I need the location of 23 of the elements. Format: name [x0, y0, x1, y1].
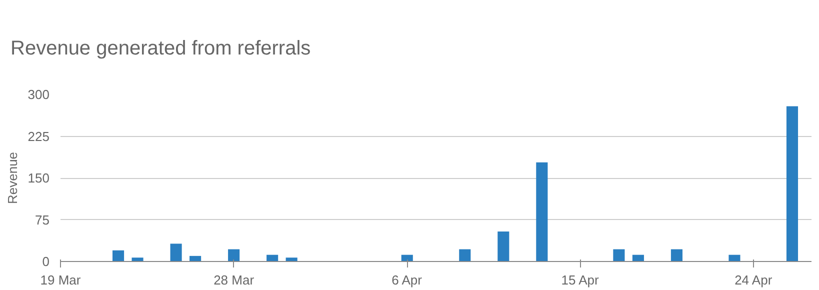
x-tick-label: 15 Apr	[561, 272, 600, 288]
bar	[170, 244, 182, 262]
bar	[536, 162, 548, 262]
y-axis-title: Revenue	[4, 152, 20, 204]
x-tick-label: 28 Mar	[214, 272, 255, 288]
y-tick-label: 150	[28, 170, 50, 186]
bar	[786, 106, 798, 262]
bar	[728, 254, 740, 262]
chart-title: Revenue generated from referrals	[10, 38, 311, 60]
bar	[498, 231, 510, 262]
bar	[459, 249, 471, 262]
x-tick-label: 24 Apr	[734, 272, 773, 288]
x-tick-label: 6 Apr	[392, 272, 423, 288]
y-tick-label: 0	[42, 254, 50, 269]
bar	[228, 249, 240, 262]
bar	[132, 258, 144, 262]
bar	[670, 249, 682, 262]
x-tick-label: 19 Mar	[40, 272, 82, 288]
y-tick-label: 75	[35, 212, 50, 228]
bar	[112, 250, 124, 262]
y-tick-label: 300	[28, 87, 50, 102]
y-tick-label: 225	[28, 128, 50, 144]
bar	[613, 249, 625, 262]
